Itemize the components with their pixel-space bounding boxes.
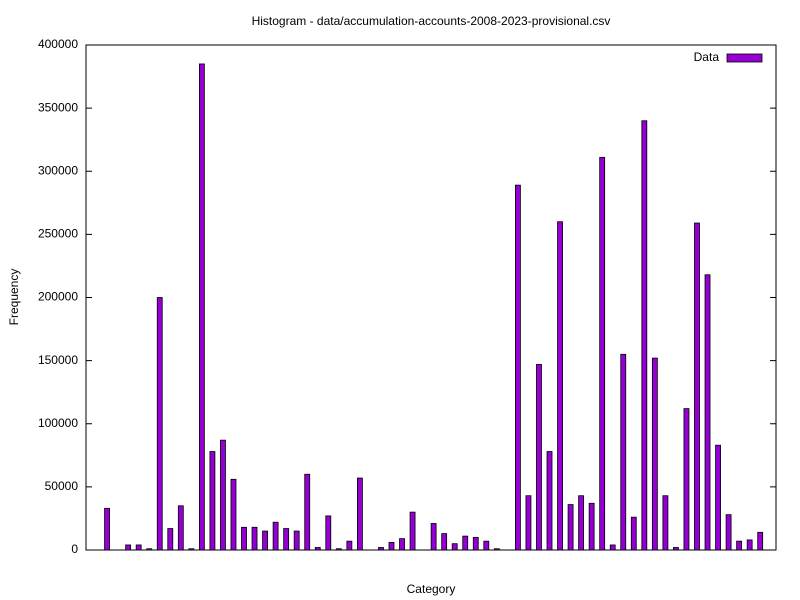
bar bbox=[209, 451, 216, 551]
bar bbox=[356, 477, 363, 551]
bar bbox=[662, 495, 669, 551]
bar bbox=[599, 156, 606, 551]
bar bbox=[725, 514, 732, 551]
bar bbox=[220, 439, 226, 551]
bar bbox=[388, 542, 395, 551]
bar bbox=[736, 540, 743, 551]
bar bbox=[177, 505, 184, 551]
bar bbox=[588, 502, 595, 551]
y-tick-label: 0 bbox=[71, 542, 78, 556]
bar bbox=[493, 548, 500, 551]
bar bbox=[125, 544, 132, 551]
bar bbox=[715, 444, 721, 551]
bar bbox=[704, 274, 711, 551]
bar bbox=[378, 547, 384, 551]
y-tick-label: 300000 bbox=[38, 163, 78, 177]
bar bbox=[325, 515, 332, 551]
bar bbox=[241, 526, 247, 551]
bar bbox=[462, 535, 469, 551]
bar bbox=[620, 353, 627, 551]
plot-border bbox=[85, 44, 777, 551]
y-axis-label: Frequency bbox=[7, 269, 21, 326]
x-axis-label: Category bbox=[407, 582, 456, 596]
bar bbox=[430, 523, 437, 551]
bar bbox=[651, 357, 658, 551]
y-tick-label: 250000 bbox=[38, 227, 78, 241]
bar bbox=[399, 538, 405, 551]
bar bbox=[683, 408, 690, 551]
bar bbox=[515, 184, 521, 551]
y-tick-label: 350000 bbox=[38, 100, 78, 114]
bar bbox=[694, 222, 700, 551]
bar bbox=[567, 504, 574, 551]
bar bbox=[757, 531, 764, 551]
bar bbox=[630, 516, 637, 551]
bar bbox=[272, 521, 279, 551]
bar bbox=[536, 364, 542, 551]
bar bbox=[156, 297, 163, 551]
bar bbox=[472, 536, 479, 551]
bar bbox=[293, 530, 300, 551]
bar bbox=[251, 526, 258, 551]
bar bbox=[283, 528, 290, 551]
bar bbox=[609, 544, 616, 551]
y-tick-label: 50000 bbox=[45, 479, 79, 493]
bar bbox=[135, 544, 142, 551]
bar bbox=[546, 451, 553, 551]
bar bbox=[335, 548, 342, 551]
bar bbox=[409, 511, 416, 551]
bar bbox=[198, 63, 205, 551]
bar bbox=[262, 530, 268, 551]
bar bbox=[304, 473, 311, 551]
bar bbox=[167, 528, 174, 551]
bar bbox=[230, 478, 237, 551]
bar bbox=[641, 120, 648, 551]
bar bbox=[451, 543, 458, 551]
bar bbox=[314, 547, 321, 551]
bar bbox=[188, 548, 195, 551]
bar bbox=[578, 495, 585, 551]
y-tick-label: 200000 bbox=[38, 290, 78, 304]
bar bbox=[483, 540, 490, 551]
legend-label: Data bbox=[694, 50, 720, 64]
bar bbox=[557, 221, 563, 551]
bar bbox=[346, 540, 353, 551]
legend-swatch bbox=[726, 53, 763, 63]
bar bbox=[525, 495, 532, 551]
bar bbox=[104, 507, 110, 551]
bar bbox=[146, 548, 153, 551]
y-tick-label: 100000 bbox=[38, 416, 78, 430]
y-tick-label: 150000 bbox=[38, 353, 78, 367]
y-tick-label: 400000 bbox=[38, 37, 78, 51]
bar bbox=[746, 539, 753, 551]
chart-title: Histogram - data/accumulation-accounts-2… bbox=[252, 14, 611, 28]
bar bbox=[673, 547, 679, 551]
bar bbox=[441, 533, 448, 551]
